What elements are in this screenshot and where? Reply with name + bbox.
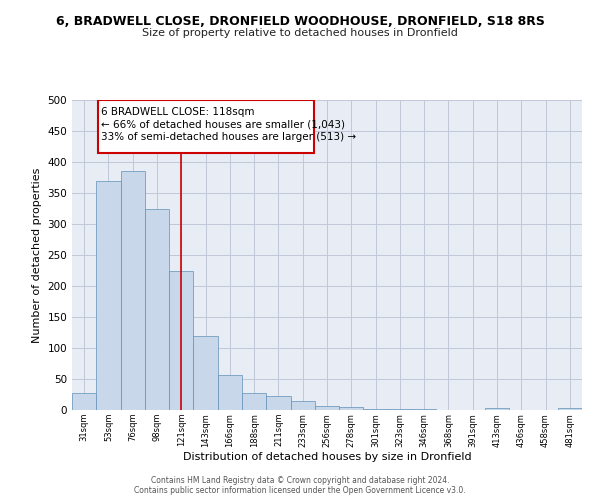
Bar xyxy=(97,100,314,152)
Bar xyxy=(169,270,193,410)
Bar xyxy=(121,172,145,410)
X-axis label: Distribution of detached houses by size in Dronfield: Distribution of detached houses by size … xyxy=(182,452,472,462)
Text: 33% of semi-detached houses are larger (513) →: 33% of semi-detached houses are larger (… xyxy=(101,132,356,142)
Text: Contains HM Land Registry data © Crown copyright and database right 2024.: Contains HM Land Registry data © Crown c… xyxy=(151,476,449,485)
Bar xyxy=(339,407,364,410)
Bar xyxy=(364,409,388,410)
Text: Size of property relative to detached houses in Dronfield: Size of property relative to detached ho… xyxy=(142,28,458,38)
Bar xyxy=(558,408,582,410)
Bar xyxy=(96,180,121,410)
Bar xyxy=(266,396,290,410)
Text: 6, BRADWELL CLOSE, DRONFIELD WOODHOUSE, DRONFIELD, S18 8RS: 6, BRADWELL CLOSE, DRONFIELD WOODHOUSE, … xyxy=(56,15,544,28)
Y-axis label: Number of detached properties: Number of detached properties xyxy=(32,168,42,342)
Bar xyxy=(290,400,315,410)
Bar xyxy=(485,408,509,410)
Bar xyxy=(193,336,218,410)
Text: ← 66% of detached houses are smaller (1,043): ← 66% of detached houses are smaller (1,… xyxy=(101,120,345,130)
Bar xyxy=(242,394,266,410)
Text: Contains public sector information licensed under the Open Government Licence v3: Contains public sector information licen… xyxy=(134,486,466,495)
Bar xyxy=(72,394,96,410)
Bar xyxy=(315,406,339,410)
Bar xyxy=(218,374,242,410)
Text: 6 BRADWELL CLOSE: 118sqm: 6 BRADWELL CLOSE: 118sqm xyxy=(101,108,254,118)
Bar xyxy=(145,208,169,410)
